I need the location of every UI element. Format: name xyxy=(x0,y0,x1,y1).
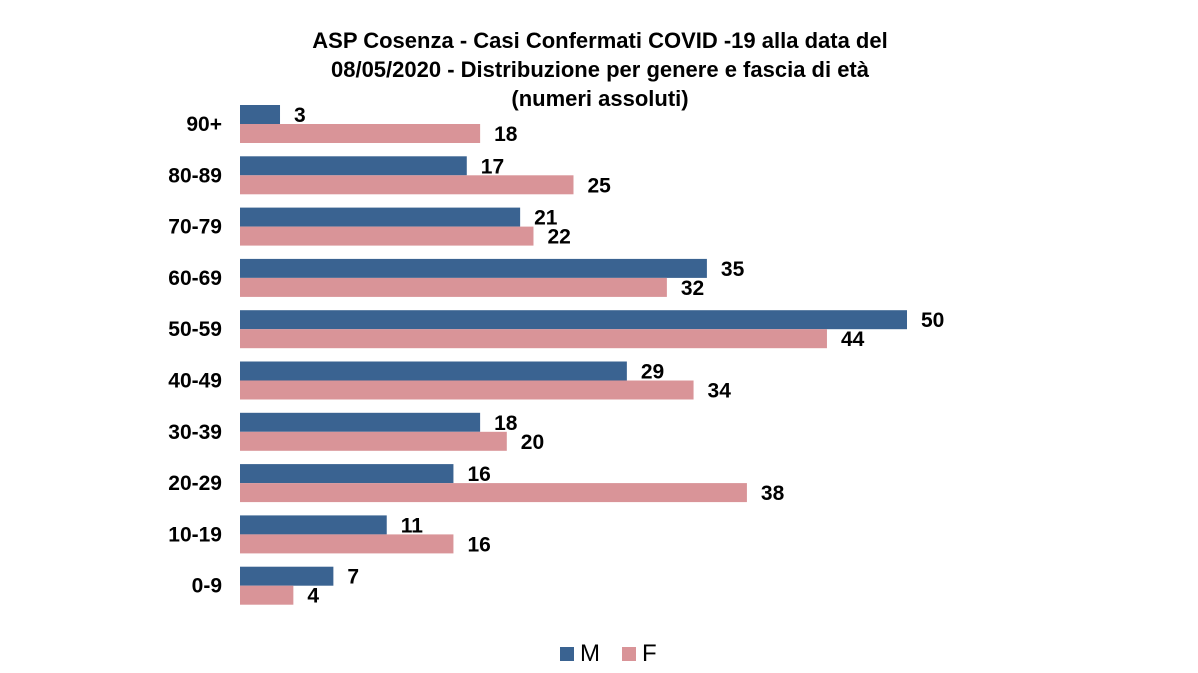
bar-m xyxy=(240,105,281,124)
legend-label-f: F xyxy=(642,640,657,667)
data-label-f: 44 xyxy=(841,328,865,351)
bar-f xyxy=(240,226,534,246)
legend: M F xyxy=(560,640,657,668)
bar-f xyxy=(240,380,694,400)
category-label: 0-9 xyxy=(192,575,222,598)
bar-m xyxy=(240,515,387,535)
bar-f xyxy=(240,483,747,503)
data-label-m: 35 xyxy=(721,258,745,281)
bar-f xyxy=(240,277,667,297)
data-label-f: 32 xyxy=(681,277,704,300)
data-label-f: 22 xyxy=(547,226,570,249)
legend-swatch-f xyxy=(622,647,636,661)
category-label: 90+ xyxy=(186,113,222,136)
bar-m xyxy=(240,361,627,381)
bar-f xyxy=(240,329,827,349)
legend-swatch-m xyxy=(560,647,574,661)
category-label: 70-79 xyxy=(168,216,222,239)
data-label-f: 16 xyxy=(467,533,490,556)
bar-m xyxy=(240,310,907,330)
bar-m xyxy=(240,464,454,484)
chart-title: ASP Cosenza - Casi Confermati COVID -19 … xyxy=(180,26,1020,113)
data-label-f: 34 xyxy=(708,380,732,403)
bar-f xyxy=(240,124,481,143)
category-label: 80-89 xyxy=(168,164,222,187)
bar-m xyxy=(240,207,521,227)
data-label-m: 7 xyxy=(347,566,359,589)
category-label: 50-59 xyxy=(168,318,222,341)
title-line-2: 08/05/2020 - Distribuzione per genere e … xyxy=(330,57,869,82)
data-label-m: 16 xyxy=(467,463,490,486)
title-line-1: ASP Cosenza - Casi Confermati COVID -19 … xyxy=(312,28,888,53)
legend-label-m: M xyxy=(580,640,600,667)
data-label-m: 50 xyxy=(921,309,944,332)
data-label-m: 21 xyxy=(534,207,558,230)
data-label-m: 3 xyxy=(294,104,306,127)
title-line-3: (numeri assoluti) xyxy=(511,86,689,111)
bar-m xyxy=(240,258,707,278)
data-label-m: 11 xyxy=(401,514,424,537)
bar-f xyxy=(240,175,574,195)
data-label-m: 17 xyxy=(481,155,504,178)
category-label: 20-29 xyxy=(168,472,222,495)
data-label-f: 18 xyxy=(494,123,518,146)
bar-f xyxy=(240,585,294,605)
bar-m xyxy=(240,412,481,432)
bar-m xyxy=(240,566,334,586)
data-label-f: 25 xyxy=(588,174,612,197)
category-label: 10-19 xyxy=(168,523,222,546)
bar-f xyxy=(240,534,454,554)
data-label-m: 29 xyxy=(641,361,664,384)
data-label-m: 18 xyxy=(494,412,518,435)
data-label-f: 38 xyxy=(761,482,785,505)
category-label: 40-49 xyxy=(168,370,222,393)
bar-f xyxy=(240,431,507,451)
category-label: 60-69 xyxy=(168,267,222,290)
category-label: 30-39 xyxy=(168,421,222,444)
data-label-f: 4 xyxy=(307,585,319,608)
data-label-f: 20 xyxy=(521,431,544,454)
bar-m xyxy=(240,156,467,176)
